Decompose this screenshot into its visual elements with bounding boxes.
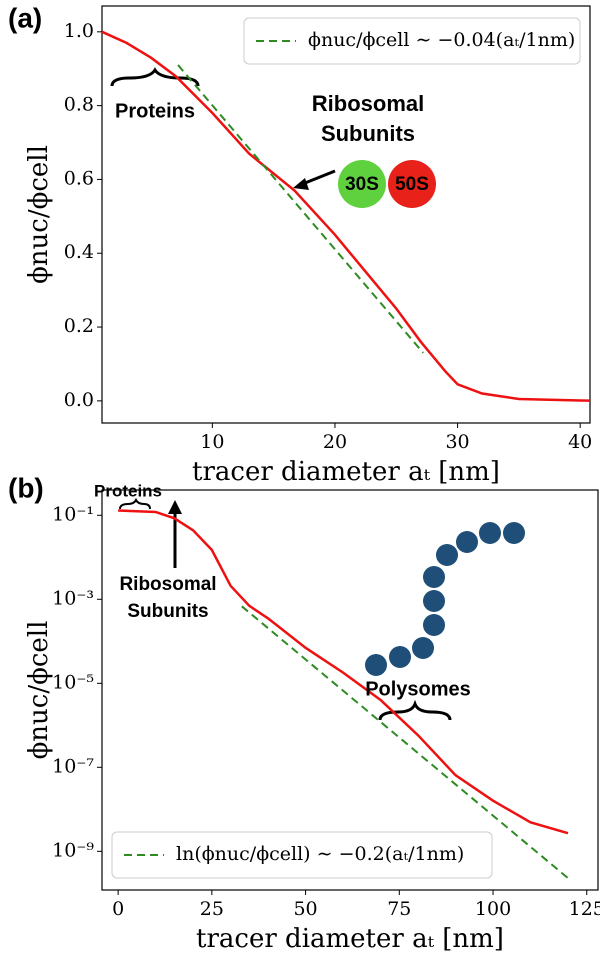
ribosome	[423, 614, 445, 636]
polysome	[365, 522, 525, 676]
decorations	[110, 67, 525, 721]
legend-box	[243, 17, 581, 65]
x-tick-label: 10	[200, 431, 224, 453]
y-tick-label: 10⁻⁵	[52, 671, 94, 693]
x-tick-label: 125	[569, 898, 600, 920]
y-tick-label: 10⁻⁹	[52, 839, 94, 861]
y-tick-label: 0.2	[64, 315, 94, 337]
annotation: Polysomes	[365, 678, 471, 700]
y-axis-label: ϕnuc/ϕcell	[24, 145, 54, 284]
panel-label: (b)	[8, 472, 44, 503]
x-tick-label: 75	[387, 898, 411, 920]
panel-label: (a)	[8, 2, 42, 33]
annotation: Proteins	[94, 481, 162, 500]
y-axis-label: ϕnuc/ϕcell	[24, 621, 54, 760]
data-line	[241, 605, 569, 879]
arrow-head	[293, 178, 309, 190]
x-tick-label: 20	[323, 431, 347, 453]
brace	[378, 699, 452, 721]
x-tick-label: 30	[445, 431, 469, 453]
x-tick-label: 25	[200, 898, 224, 920]
x-tick-label: 100	[475, 898, 511, 920]
subunit-30s	[338, 160, 386, 208]
annotation: Proteins	[115, 100, 195, 122]
annotation: Subunits	[321, 121, 415, 146]
y-tick-label: 0.6	[64, 167, 94, 189]
ribosome	[412, 637, 434, 659]
subunit-50s	[388, 160, 436, 208]
ribosome	[479, 522, 501, 544]
y-tick-label: 10⁻³	[52, 587, 94, 609]
data-line	[118, 509, 569, 835]
annotation: Ribosomal	[312, 91, 424, 116]
y-tick-label: 0.0	[64, 389, 94, 411]
ribosome	[436, 544, 458, 566]
annotation: 50S	[395, 174, 429, 195]
plot-frame	[101, 489, 599, 891]
brace	[119, 497, 151, 510]
legend-label: ln(ϕnuc/ϕcell) ∼ −0.2(aₜ/1nm)	[176, 843, 464, 865]
ribosome	[503, 522, 525, 544]
y-tick-label: 1.0	[64, 20, 94, 42]
y-tick-label: 10⁻⁷	[52, 755, 94, 777]
data-line	[101, 30, 591, 402]
ribosome	[423, 590, 445, 612]
x-axis-label: tracer diameter aₜ [nm]	[196, 924, 504, 954]
y-tick-label: 0.4	[64, 241, 94, 263]
legend-box	[111, 831, 493, 879]
ribosome	[389, 646, 411, 668]
arrow-head	[168, 500, 182, 514]
annotation: 30S	[345, 174, 379, 195]
ribosome	[456, 531, 478, 553]
x-axis-label: tracer diameter aₜ [nm]	[192, 457, 500, 487]
x-tick-label: 40	[568, 431, 592, 453]
y-tick-label: 10⁻¹	[52, 503, 94, 525]
data-line	[177, 64, 424, 354]
ribosome	[423, 566, 445, 588]
legend-label: ϕnuc/ϕcell ∼ −0.04(aₜ/1nm)	[308, 29, 575, 51]
annotation: Subunits	[127, 601, 208, 622]
ribosome	[365, 654, 387, 676]
y-tick-label: 0.8	[64, 94, 94, 116]
x-tick-label: 50	[293, 898, 317, 920]
brace	[110, 67, 200, 87]
annotation: Ribosomal	[119, 574, 216, 595]
x-tick-label: 0	[112, 898, 124, 920]
plot-frame	[101, 5, 591, 424]
